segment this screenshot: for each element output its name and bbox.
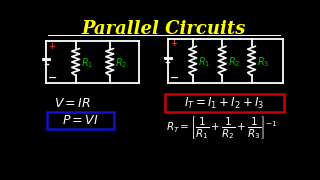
Text: $R_T = \left[\dfrac{1}{R_1}+\dfrac{1}{R_2}+\dfrac{1}{R_3}\right]^{-1}$: $R_T = \left[\dfrac{1}{R_1}+\dfrac{1}{R_… (165, 114, 277, 141)
Text: $R_3$: $R_3$ (257, 55, 269, 69)
Text: $P = VI$: $P = VI$ (62, 114, 99, 127)
Text: $R_1$: $R_1$ (198, 55, 211, 69)
Text: $I_T = I_1 + I_2+I_3$: $I_T = I_1 + I_2+I_3$ (184, 96, 265, 111)
Text: $V = IR$: $V = IR$ (54, 98, 91, 111)
Text: Parallel Circuits: Parallel Circuits (82, 20, 246, 38)
Text: −: − (169, 73, 179, 83)
Text: +: + (170, 39, 177, 48)
Text: $R_1$: $R_1$ (81, 57, 93, 70)
Text: +: + (49, 42, 56, 51)
Text: $R_2$: $R_2$ (228, 55, 240, 69)
Text: −: − (48, 73, 57, 83)
Text: $R_2$: $R_2$ (115, 57, 127, 70)
